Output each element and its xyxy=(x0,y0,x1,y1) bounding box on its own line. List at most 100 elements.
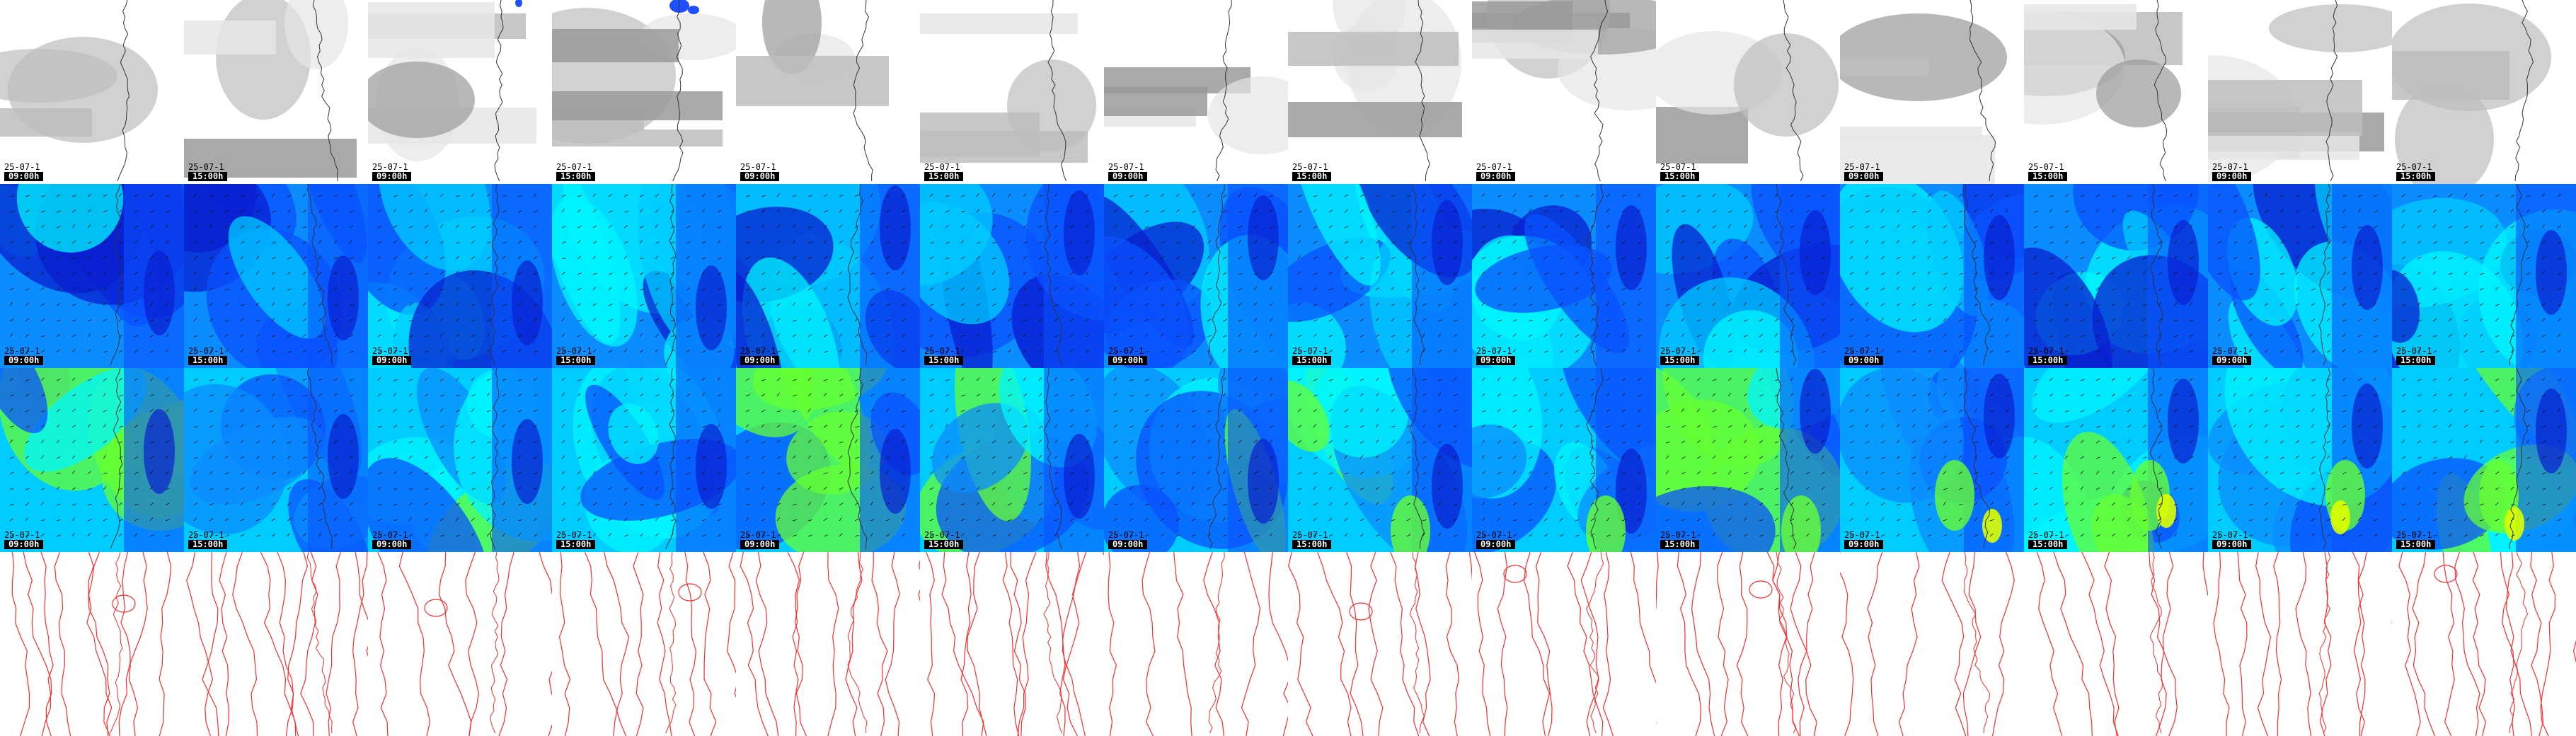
wind-low-map-graphic xyxy=(184,184,368,368)
timestamp-date: 25-07-1 xyxy=(924,346,960,356)
coastline xyxy=(1590,0,1609,182)
timestamp-label: 25-07-1 09:00h xyxy=(739,530,780,549)
timestamp-date: 25-07-1 xyxy=(2212,162,2248,172)
timestamp-date: 25-07-1 xyxy=(2212,346,2248,356)
wind-low-map-panel: 25-07-1 15:00h xyxy=(920,184,1104,368)
wind-low-map-panel: 25-07-1 15:00h xyxy=(1656,184,1840,368)
cloud-map-panel: 25-07-1 09:00h xyxy=(1104,0,1288,184)
cloud-map-panel: 25-07-1 09:00h xyxy=(736,0,920,184)
coastline xyxy=(306,184,333,366)
cloud-map-graphic xyxy=(1288,0,1472,184)
pressure-map-panel xyxy=(552,552,736,736)
coastline xyxy=(2509,552,2528,734)
wind-high-map-panel: 25-07-1 09:00h xyxy=(368,368,552,552)
timestamp-label: 25-07-1 15:00h xyxy=(2027,347,2068,365)
timestamp-date: 25-07-1 xyxy=(556,162,592,172)
coastline xyxy=(110,368,123,550)
coastline xyxy=(1047,0,1067,182)
timestamp-time: 15:00h xyxy=(556,356,596,365)
cloud-map-panel: 25-07-1 15:00h xyxy=(2024,0,2208,184)
cloud-map-panel: 25-07-1 09:00h xyxy=(1840,0,2024,184)
wind-high-map-panel: 25-07-1 09:00h xyxy=(0,368,184,552)
timestamp-date: 25-07-1 xyxy=(1660,346,1696,356)
timestamp-date: 25-07-1 xyxy=(1292,346,1328,356)
timestamp-date: 25-07-1 xyxy=(1844,346,1880,356)
wind-low-map-panel: 25-07-1 09:00h xyxy=(1472,184,1656,368)
timestamp-time: 09:00h xyxy=(372,356,412,365)
timestamp-time: 15:00h xyxy=(924,540,964,549)
pressure-map-panel xyxy=(1840,552,2024,736)
timestamp-label: 25-07-1 15:00h xyxy=(2395,347,2436,365)
timestamp-time: 09:00h xyxy=(4,540,44,549)
coastline xyxy=(1208,368,1225,550)
timestamp-date: 25-07-1 xyxy=(2396,530,2432,540)
coastline xyxy=(665,368,677,550)
pressure-map-panel xyxy=(736,552,920,736)
timestamp-label: 25-07-1 09:00h xyxy=(2211,162,2252,181)
timestamp-time: 15:00h xyxy=(1292,172,1332,181)
timestamp-label: 25-07-1 09:00h xyxy=(371,531,412,549)
timestamp-time: 09:00h xyxy=(4,356,44,365)
cloud-map-panel: 25-07-1 09:00h xyxy=(0,0,184,184)
wind-high-map-graphic xyxy=(552,368,736,552)
timestamp-label: 25-07-1 09:00h xyxy=(3,531,44,549)
wind-high-map-panel: 25-07-1 09:00h xyxy=(1104,368,1288,552)
cloud-map-panel: 25-07-1 15:00h xyxy=(184,0,368,184)
coastline xyxy=(117,0,130,182)
cloud-map-graphic xyxy=(1656,0,1840,184)
cloud-map-graphic xyxy=(2024,0,2208,184)
coastline xyxy=(110,552,123,734)
cloud-map-graphic xyxy=(184,0,368,184)
timestamp-time: 09:00h xyxy=(4,172,44,181)
wind-low-map-graphic xyxy=(2392,184,2576,368)
timestamp-label: 25-07-1 15:00h xyxy=(923,346,964,365)
timestamp-time: 09:00h xyxy=(372,172,412,181)
timestamp-label: 25-07-1 09:00h xyxy=(2211,346,2252,365)
timestamp-label: 25-07-1 09:00h xyxy=(371,162,412,181)
wind-high-map-panel: 25-07-1 15:00h xyxy=(920,368,1104,552)
coastline xyxy=(490,184,500,366)
timestamp-label: 25-07-1 15:00h xyxy=(187,346,228,365)
wind-low-map-graphic xyxy=(1104,184,1288,368)
timestamp-time: 09:00h xyxy=(740,172,780,181)
timestamp-date: 25-07-1 xyxy=(1292,530,1328,540)
coastline xyxy=(1963,552,1991,734)
cloud-map-graphic xyxy=(0,0,184,184)
wind-high-map-graphic xyxy=(0,368,184,552)
cloud-map-graphic xyxy=(368,0,552,184)
timestamp-date: 25-07-1 xyxy=(556,346,592,356)
timestamp-time: 15:00h xyxy=(2396,172,2436,181)
timestamp-date: 25-07-1 xyxy=(188,346,224,356)
wind-high-map-graphic xyxy=(2024,368,2208,552)
pressure-map-graphic xyxy=(1472,552,1656,736)
timestamp-time: 09:00h xyxy=(1476,356,1516,365)
coastline xyxy=(1586,552,1604,734)
wind-high-map-graphic xyxy=(920,368,1104,552)
coastline xyxy=(1043,184,1063,366)
timestamp-date: 25-07-1 xyxy=(372,162,408,172)
timestamp-label: 25-07-1 15:00h xyxy=(923,163,964,181)
timestamp-label: 25-07-1 15:00h xyxy=(2027,163,2068,181)
coastline xyxy=(1043,552,1063,734)
timestamp-date: 25-07-1 xyxy=(1108,346,1144,356)
timestamp-date: 25-07-1 xyxy=(740,530,776,540)
timestamp-label: 25-07-1 09:00h xyxy=(1107,163,1148,181)
pressure-map-graphic xyxy=(2392,552,2576,736)
wind-low-map-graphic xyxy=(368,184,552,368)
pressure-map-panel xyxy=(1656,552,1840,736)
timestamp-time: 15:00h xyxy=(556,540,596,549)
pressure-map-graphic xyxy=(552,552,736,736)
timestamp-date: 25-07-1 xyxy=(188,162,224,172)
coastline xyxy=(2509,184,2528,366)
coastline xyxy=(665,552,677,734)
timestamp-label: 25-07-1 15:00h xyxy=(1291,163,1332,181)
coastline xyxy=(1969,0,1996,182)
wind-low-map-panel: 25-07-1 09:00h xyxy=(1104,184,1288,368)
coastline xyxy=(2509,368,2528,550)
pressure-map-panel xyxy=(1288,552,1472,736)
timestamp-label: 25-07-1 09:00h xyxy=(3,163,44,181)
pressure-map-graphic xyxy=(184,552,368,736)
timestamp-time: 09:00h xyxy=(1844,356,1884,365)
timestamp-date: 25-07-1 xyxy=(1844,162,1880,172)
timestamp-time: 09:00h xyxy=(1844,172,1884,181)
